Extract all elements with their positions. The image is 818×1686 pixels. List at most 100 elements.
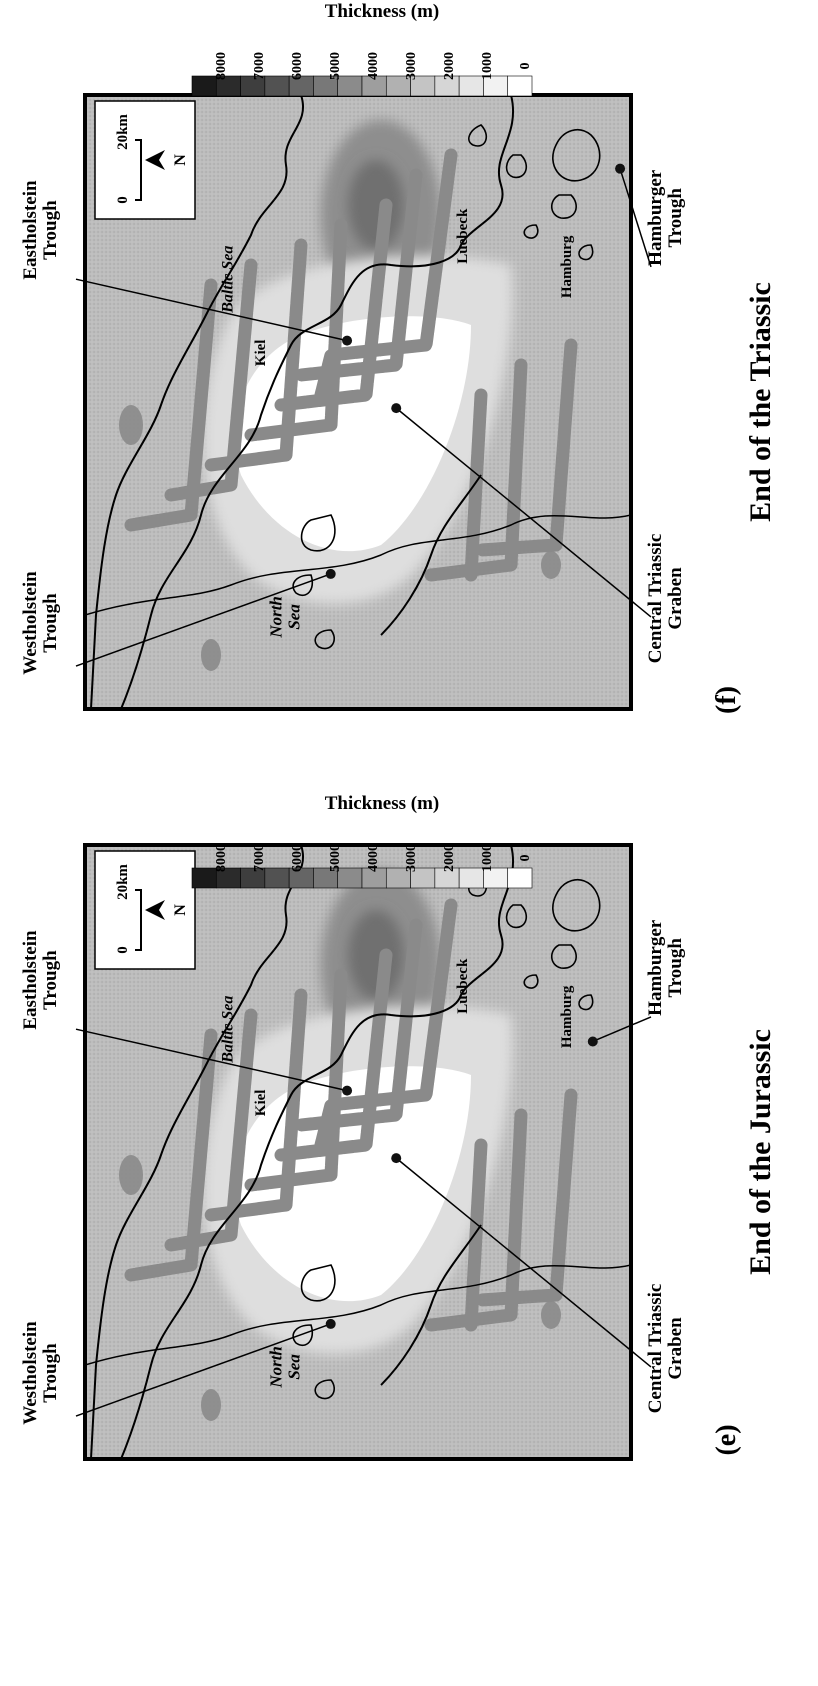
westholstein-leader — [75, 573, 331, 667]
legend — [191, 867, 533, 889]
label-luebeck: Luebeck — [455, 208, 471, 264]
hamburger-marker — [615, 163, 626, 174]
panel-end-of-triassic: 0 20km N Baltic Sea Kiel Luebeck Hamburg NorthS… — [20, 1, 777, 714]
label-luebeck-line-1: Luebeck — [455, 208, 471, 264]
scale-box: 0 20km N — [94, 100, 196, 220]
legend-tick-label: 8000 — [214, 52, 229, 80]
panel-letter: (f) — [711, 686, 742, 714]
label-hamburg: Hamburg — [559, 235, 575, 298]
label-kiel-line-1: Kiel — [253, 340, 269, 367]
label-baltic-sea: Baltic Sea — [219, 246, 236, 314]
label-kiel: Kiel — [253, 1090, 269, 1117]
label-eastholstein-trough-line-2: Trough — [40, 200, 61, 260]
legend-tick-label: 3000 — [404, 52, 419, 80]
eastholstein-leader — [75, 278, 348, 342]
panel-title: End of the Jurassic — [744, 1029, 777, 1275]
label-central-triassic-graben-line-1: Central Triassic — [645, 534, 666, 664]
legend-tick-label: 3000 — [404, 844, 419, 872]
legend-swatch — [264, 867, 290, 889]
north-arrow-icon — [145, 150, 165, 170]
legend-swatch — [507, 867, 533, 889]
legend-swatch — [191, 75, 217, 97]
label-central-triassic-graben-line-2: Graben — [665, 567, 686, 630]
panel-title-text: End of the Triassic — [744, 282, 777, 522]
legend-tick: 4000 — [366, 844, 381, 872]
legend-tick-label: 6000 — [290, 844, 305, 872]
eastholstein-marker — [342, 335, 353, 346]
label-central-triassic-graben-line-1: Central Triassic — [645, 1284, 666, 1414]
legend-swatch — [264, 75, 290, 97]
legend-tick-label: 7000 — [252, 844, 267, 872]
panel-letter: (e) — [711, 1424, 742, 1455]
scale-box: 0 20km N — [94, 850, 196, 970]
scale-distance-label: 20km — [115, 114, 131, 150]
label-baltic-sea: Baltic Sea — [219, 996, 236, 1064]
legend-tick: 2000 — [442, 844, 457, 872]
label-central-triassic-graben-line-2: Graben — [665, 1317, 686, 1380]
legend-tick-label: 4000 — [366, 844, 381, 872]
label-north-sea-line-1: North — [267, 596, 286, 639]
scale-distance-label: 20km — [115, 864, 131, 900]
hamburger-leader — [592, 1016, 652, 1043]
legend-tick-label: 0 — [518, 855, 533, 862]
eastholstein-leader — [75, 1028, 348, 1092]
legend-tick: 7000 — [252, 52, 267, 80]
legend-tick: 8000 — [214, 52, 229, 80]
map-frame — [83, 843, 633, 1461]
label-luebeck-line-1: Luebeck — [455, 958, 471, 1014]
label-hamburg-line-1: Hamburg — [559, 235, 575, 298]
legend-tick: 5000 — [328, 52, 343, 80]
legend-tick: 1000 — [480, 844, 495, 872]
label-baltic-sea-line-1: Baltic Sea — [219, 996, 236, 1064]
scale-rotated: 0 20km N — [115, 114, 189, 204]
eastholstein-marker — [342, 1085, 353, 1096]
hamburger-leader — [619, 168, 652, 268]
westholstein-marker — [325, 1318, 336, 1329]
north-label: N — [172, 154, 189, 166]
legend-tick-label: 7000 — [252, 52, 267, 80]
legend-tick-label: 6000 — [290, 52, 305, 80]
legend-title: Thickness (m) — [325, 1, 440, 22]
legend-tick: 0 — [518, 63, 533, 70]
central-graben-leader — [395, 1157, 652, 1368]
hamburger-marker — [587, 1036, 598, 1047]
legend-tick-label: 1000 — [480, 52, 495, 80]
scale-rotated: 0 20km N — [115, 864, 189, 954]
label-kiel-line-1: Kiel — [253, 1090, 269, 1117]
scale-bar — [135, 889, 142, 951]
panel-letter-text: (e) — [711, 1424, 742, 1455]
legend-tick: 7000 — [252, 844, 267, 872]
label-eastholstein-trough-line-1: Eastholstein — [20, 930, 41, 1030]
scale-box-frame — [94, 100, 196, 220]
legend-title: Thickness (m) — [325, 793, 440, 814]
scale-zero-label: 0 — [115, 196, 131, 204]
legend-tick: 5000 — [328, 844, 343, 872]
label-hamburg: Hamburg — [559, 985, 575, 1048]
legend-tick: 6000 — [290, 844, 305, 872]
legend-tick: 1000 — [480, 52, 495, 80]
legend-tick-label: 0 — [518, 63, 533, 70]
legend-tick-label: 2000 — [442, 52, 457, 80]
legend-swatch — [507, 75, 533, 97]
legend-tick: 2000 — [442, 52, 457, 80]
panel-title-text: End of the Jurassic — [744, 1029, 777, 1275]
central-graben-marker — [391, 1153, 402, 1164]
legend-swatch — [191, 867, 217, 889]
label-hamburg-line-1: Hamburg — [559, 985, 575, 1048]
label-hamburger-trough-line-1: Hamburger — [645, 919, 666, 1016]
label-north-sea-line-2: Sea — [284, 604, 303, 630]
legend-tick: 3000 — [404, 844, 419, 872]
legend-tick: 8000 — [214, 844, 229, 872]
label-north-sea-line-1: North — [267, 1346, 286, 1389]
legend-tick-label: 5000 — [328, 844, 343, 872]
